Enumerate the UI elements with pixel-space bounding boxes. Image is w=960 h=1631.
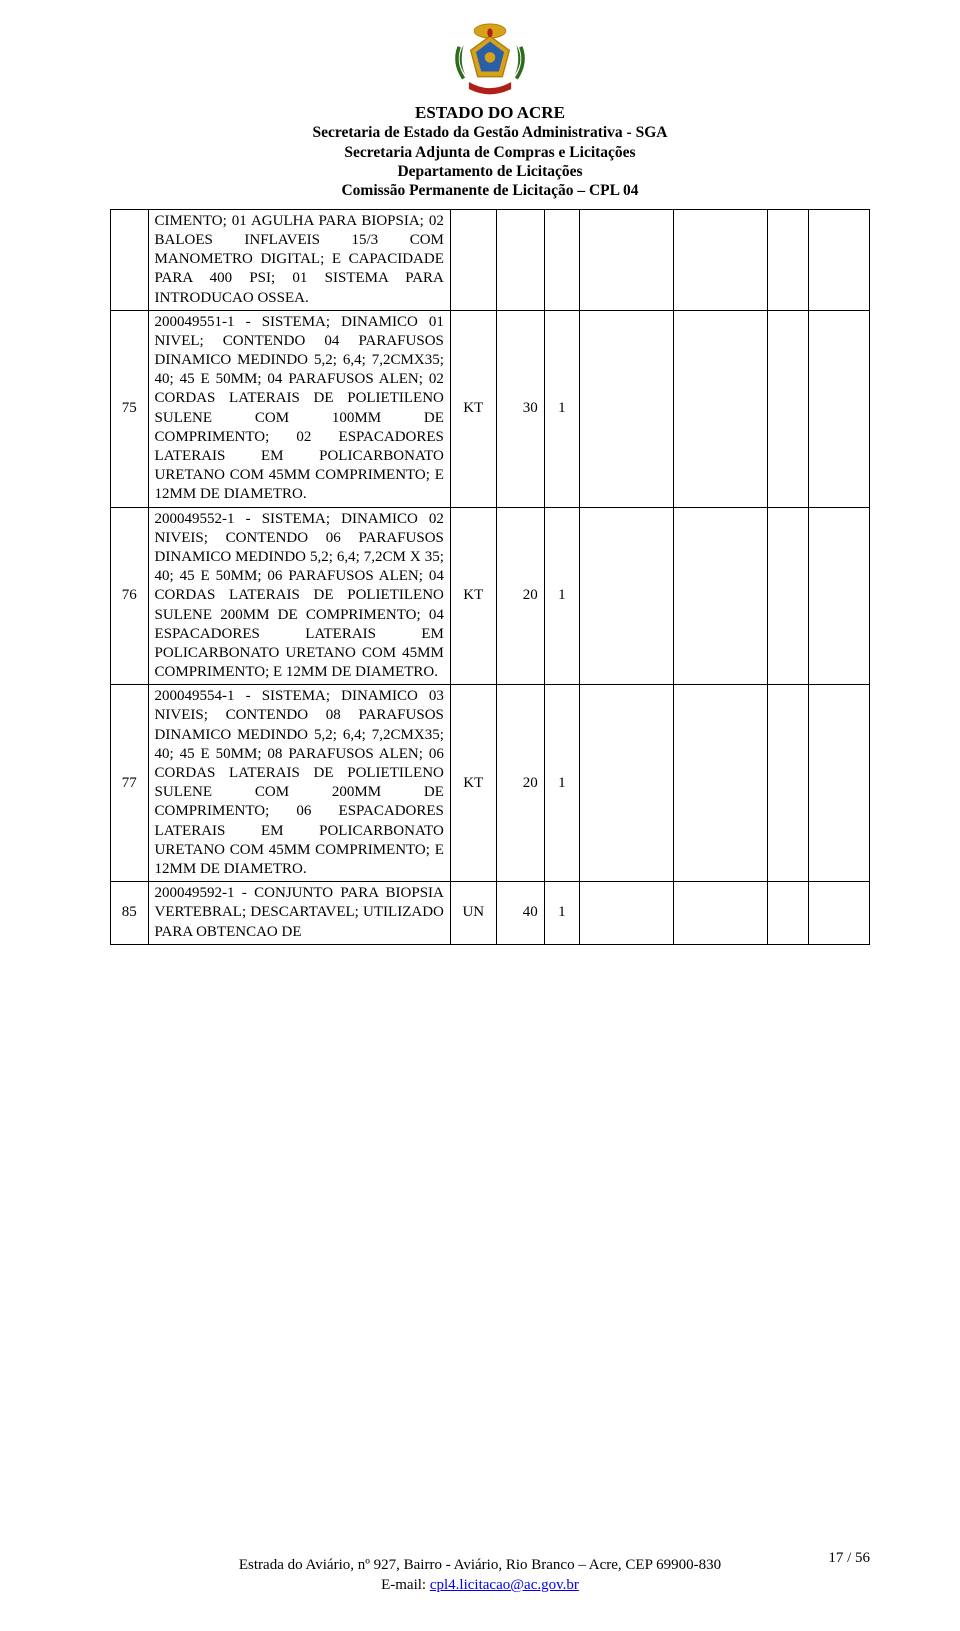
cell-index: 75 (111, 310, 149, 507)
header-line-3: Secretaria Adjunta de Compras e Licitaçõ… (110, 143, 870, 162)
cell-blank (673, 209, 767, 310)
cell-one: 1 (544, 310, 579, 507)
header-line-4: Departamento de Licitações (110, 162, 870, 181)
cell-blank (767, 882, 809, 945)
table-row: CIMENTO; 01 AGULHA PARA BIOPSIA; 02 BALO… (111, 209, 870, 310)
cell-qty: 30 (496, 310, 544, 507)
footer-email-line: E-mail: cpl4.licitacao@ac.gov.br (0, 1575, 960, 1595)
table-row: 76 200049552-1 - SISTEMA; DINAMICO 02 NI… (111, 507, 870, 685)
cell-unit: KT (450, 310, 496, 507)
cell-index: 77 (111, 685, 149, 882)
cell-blank (673, 882, 767, 945)
cell-qty: 40 (496, 882, 544, 945)
cell-qty: 20 (496, 507, 544, 685)
cell-blank (809, 209, 870, 310)
cell-unit: KT (450, 685, 496, 882)
table-row: 77 200049554-1 - SISTEMA; DINAMICO 03 NI… (111, 685, 870, 882)
footer-email-label: E-mail: (381, 1577, 430, 1593)
cell-blank (809, 685, 870, 882)
cell-blank (580, 209, 674, 310)
cell-unit (450, 209, 496, 310)
cell-one: 1 (544, 882, 579, 945)
cell-blank (580, 310, 674, 507)
table-row: 85 200049592-1 - CONJUNTO PARA BIOPSIA V… (111, 882, 870, 945)
header-line-5: Comissão Permanente de Licitação – CPL 0… (110, 181, 870, 200)
items-table: CIMENTO; 01 AGULHA PARA BIOPSIA; 02 BALO… (110, 209, 870, 945)
cell-blank (767, 209, 809, 310)
cell-one (544, 209, 579, 310)
table-row: 75 200049551-1 - SISTEMA; DINAMICO 01 NI… (111, 310, 870, 507)
cell-blank (673, 685, 767, 882)
document-header: ESTADO DO ACRE Secretaria de Estado da G… (110, 20, 870, 201)
cell-blank (580, 882, 674, 945)
cell-one: 1 (544, 685, 579, 882)
cell-blank (767, 507, 809, 685)
cell-desc: CIMENTO; 01 AGULHA PARA BIOPSIA; 02 BALO… (148, 209, 450, 310)
cell-desc: 200049552-1 - SISTEMA; DINAMICO 02 NIVEI… (148, 507, 450, 685)
crest-icon (446, 20, 534, 100)
cell-index: 85 (111, 882, 149, 945)
cell-blank (809, 507, 870, 685)
footer-address: Estrada do Aviário, nº 927, Bairro - Avi… (0, 1555, 960, 1575)
cell-blank (580, 685, 674, 882)
page-footer: Estrada do Aviário, nº 927, Bairro - Avi… (0, 1555, 960, 1596)
header-title: ESTADO DO ACRE (110, 102, 870, 123)
cell-qty (496, 209, 544, 310)
cell-blank (767, 685, 809, 882)
cell-index (111, 209, 149, 310)
cell-blank (809, 310, 870, 507)
cell-unit: UN (450, 882, 496, 945)
cell-desc: 200049592-1 - CONJUNTO PARA BIOPSIA VERT… (148, 882, 450, 945)
cell-blank (767, 310, 809, 507)
header-line-2: Secretaria de Estado da Gestão Administr… (110, 123, 870, 142)
cell-one: 1 (544, 507, 579, 685)
cell-blank (673, 507, 767, 685)
cell-blank (673, 310, 767, 507)
cell-blank (809, 882, 870, 945)
page: ESTADO DO ACRE Secretaria de Estado da G… (0, 0, 960, 1631)
cell-index: 76 (111, 507, 149, 685)
cell-desc: 200049554-1 - SISTEMA; DINAMICO 03 NIVEI… (148, 685, 450, 882)
footer-email-link[interactable]: cpl4.licitacao@ac.gov.br (430, 1577, 579, 1593)
cell-qty: 20 (496, 685, 544, 882)
cell-desc: 200049551-1 - SISTEMA; DINAMICO 01 NIVEL… (148, 310, 450, 507)
cell-unit: KT (450, 507, 496, 685)
cell-blank (580, 507, 674, 685)
